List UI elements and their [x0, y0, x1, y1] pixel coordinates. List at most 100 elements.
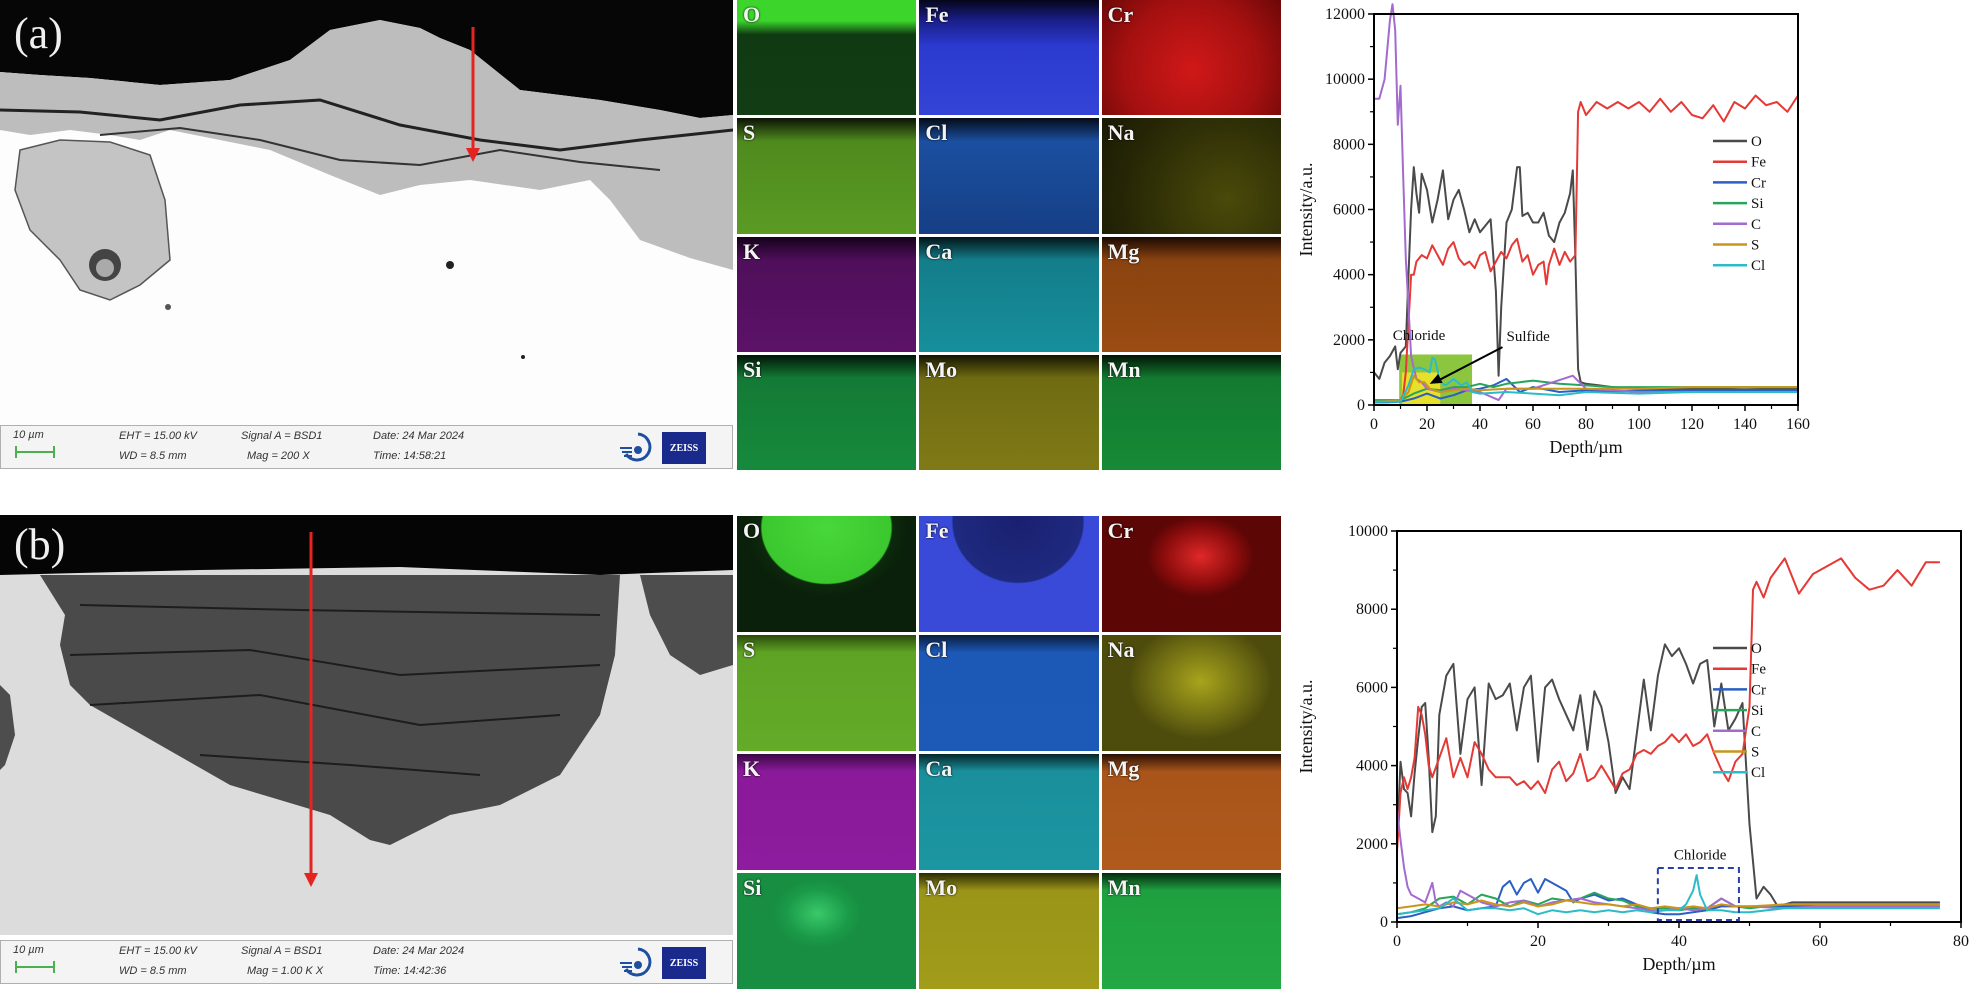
legend-label-cl: Cl	[1751, 765, 1765, 781]
y-tick-label: 2000	[1356, 836, 1388, 853]
eds-map-s: S	[737, 635, 917, 751]
linescan-arrow-b	[304, 532, 318, 887]
x-tick-label: 40	[1472, 416, 1488, 433]
legend-label-s: S	[1751, 745, 1759, 761]
y-tick-label: 4000	[1356, 758, 1388, 775]
eds-map-cl: Cl	[919, 118, 1099, 234]
eds-map-na: Na	[1101, 118, 1281, 234]
eds-map-grid-a: O Fe Cr S Cl Na K Ca Mg Si Mo Mn	[737, 0, 1281, 470]
eds-map-mo: Mo	[919, 873, 1099, 989]
wd-label: WD = 8.5 mm	[119, 965, 187, 977]
eds-map-mn: Mn	[1101, 873, 1281, 989]
chart-legend: O Fe Cr Si CS Cl	[1713, 134, 1766, 274]
legend-label-c: C	[1751, 217, 1761, 233]
y-tick-label: 4000	[1333, 267, 1365, 284]
x-tick-label: 60	[1812, 933, 1828, 950]
linescan-chart-b: Chloride 0 20 40 60 80 0 2000 4000 6000 8000 10000 D…	[1290, 510, 1984, 989]
scale-bar	[15, 446, 55, 458]
y-tick-label: 12000	[1325, 6, 1365, 23]
legend-label-s: S	[1751, 238, 1759, 254]
series-s	[1396, 899, 1940, 910]
eds-map-o: O	[737, 516, 917, 632]
panel-label-a: (a)	[14, 9, 63, 58]
series-fe	[1374, 94, 1799, 402]
scale-bar	[15, 961, 55, 973]
eds-map-fe: Fe	[919, 516, 1099, 632]
linescan-plot-a: Chloride Sulfide 0 20 40 60 80 100 120 140 160 0 200…	[1296, 3, 1810, 457]
sem-image-b: (b)	[0, 515, 733, 935]
time-label: Time: 14:42:36	[373, 965, 447, 977]
signal-label: Signal A = BSD1	[241, 945, 323, 957]
annotation-label: Chloride	[1393, 328, 1446, 344]
eds-map-k: K	[737, 236, 917, 352]
eds-map-si: Si	[737, 873, 917, 989]
x-tick-label: 0	[1370, 416, 1378, 433]
y-tick-label: 6000	[1356, 679, 1388, 696]
eds-map-cr: Cr	[1101, 0, 1281, 116]
date-label: Date: 24 Mar 2024	[373, 945, 465, 957]
legend-label-cr: Cr	[1751, 175, 1766, 191]
eds-map-k: K	[737, 754, 917, 870]
legend-label-si: Si	[1751, 703, 1764, 719]
sem-micrograph-b	[0, 515, 733, 935]
series-cl	[1374, 356, 1798, 403]
eds-map-mg: Mg	[1101, 236, 1281, 352]
x-axis-label: Depth/µm	[1642, 954, 1715, 974]
legend-label-cr: Cr	[1751, 682, 1766, 698]
series-c	[1396, 808, 1940, 912]
series-o	[1373, 166, 1798, 391]
legend-label-o: O	[1751, 134, 1762, 150]
eht-label: EHT = 15.00 kV	[119, 945, 197, 957]
linescan-chart-a: Chloride Sulfide 0 20 40 60 80 100 120 140 160 0 200…	[1290, 0, 1984, 470]
chloride-region-box	[1656, 867, 1740, 922]
eds-map-grid-b: O Fe Cr S Cl Na K Ca Mg Si Mo Mn	[737, 516, 1281, 989]
linescan-plot-b: Chloride 0 20 40 60 80 0 2000 4000 6000 8000 10000 D…	[1296, 523, 1969, 974]
x-tick-label: 160	[1786, 416, 1810, 433]
series-s	[1373, 374, 1798, 403]
x-tick-label: 80	[1953, 933, 1969, 950]
arrow-head-icon	[1429, 373, 1443, 384]
series-cr	[1396, 878, 1940, 920]
x-tick-label: 120	[1680, 416, 1704, 433]
x-tick-label: 100	[1627, 416, 1651, 433]
wd-label: WD = 8.5 mm	[119, 450, 187, 462]
annotation-label: Chloride	[1674, 847, 1727, 863]
institution-logo-icon	[620, 947, 652, 977]
y-tick-label: 10000	[1325, 71, 1365, 88]
y-tick-label: 2000	[1333, 332, 1365, 349]
series-fe	[1396, 557, 1940, 852]
time-label: Time: 14:58:21	[373, 450, 447, 462]
x-tick-label: 140	[1733, 416, 1757, 433]
legend-label-c: C	[1751, 724, 1761, 740]
zeiss-logo: ZEISS	[662, 432, 706, 464]
x-tick-label: 80	[1578, 416, 1594, 433]
x-tick-label: 20	[1530, 933, 1546, 950]
annotation-arrow	[1437, 346, 1503, 382]
series-cl	[1396, 874, 1940, 916]
y-tick-label: 8000	[1333, 136, 1365, 153]
legend-label-si: Si	[1751, 196, 1764, 212]
mag-label: Mag = 200 X	[247, 450, 310, 462]
x-tick-label: 40	[1671, 933, 1687, 950]
eds-map-o: O	[737, 0, 917, 116]
zeiss-logo: ZEISS	[662, 947, 706, 979]
eds-map-mg: Mg	[1101, 754, 1281, 870]
annotation-label: Sulfide	[1507, 329, 1551, 345]
series-si	[1373, 379, 1798, 403]
sem-info-bar-a: 10 µm EHT = 15.00 kV WD = 8.5 mm Signal …	[0, 425, 733, 469]
eds-map-mn: Mn	[1101, 354, 1281, 470]
x-axis-label: Depth/µm	[1549, 437, 1622, 457]
scale-label: 10 µm	[13, 944, 44, 956]
eds-map-cl: Cl	[919, 635, 1099, 751]
x-tick-label: 0	[1393, 933, 1401, 950]
eds-map-mo: Mo	[919, 354, 1099, 470]
sem-micrograph-a	[0, 0, 733, 425]
legend-label-cl: Cl	[1751, 258, 1765, 274]
eds-map-na: Na	[1101, 635, 1281, 751]
eds-map-si: Si	[737, 354, 917, 470]
scale-label: 10 µm	[13, 429, 44, 441]
panel-label-b: (b)	[14, 520, 66, 569]
eds-map-s: S	[737, 118, 917, 234]
y-axis-label: Intensity/a.u.	[1296, 680, 1316, 774]
chart-legend: O Fe Cr Si CS Cl	[1713, 641, 1766, 781]
